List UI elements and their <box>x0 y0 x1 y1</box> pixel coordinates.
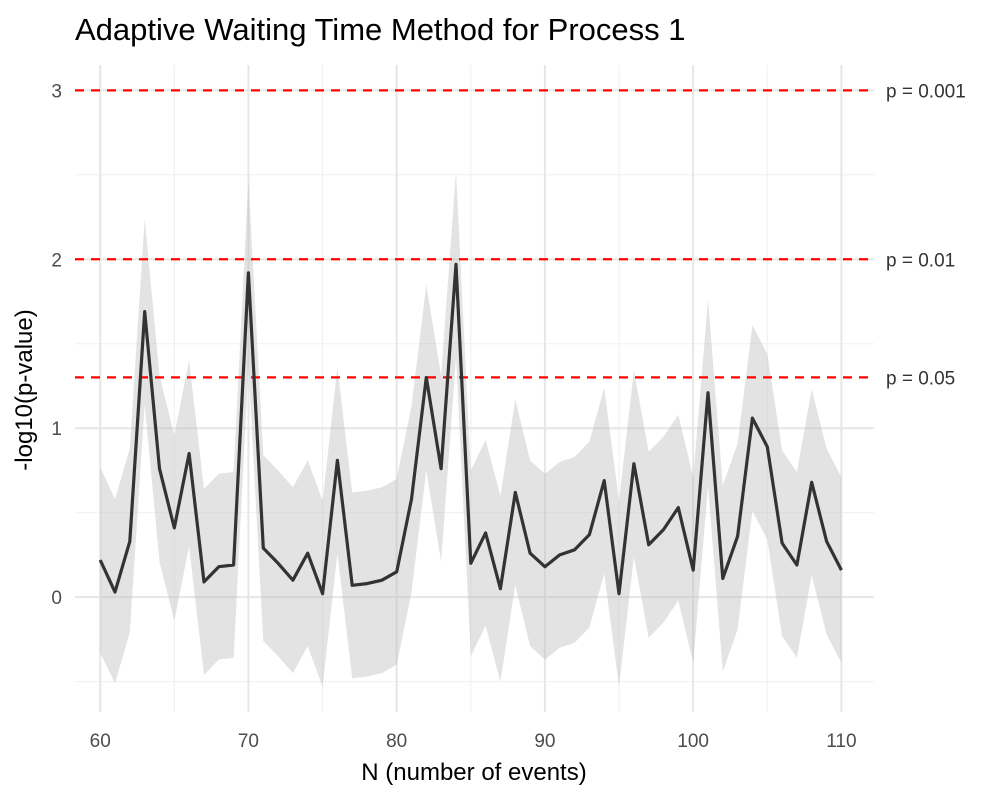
y-tick-labels: 0 1 2 3 <box>51 81 62 609</box>
grid-lines <box>75 65 874 712</box>
series-lines <box>98 262 843 596</box>
x-axis-title: N (number of events) <box>361 759 586 786</box>
x-tick-labels: 60 70 80 90 100 110 <box>90 731 857 752</box>
chart-title: Adaptive Waiting Time Method for Process… <box>75 12 686 47</box>
reference-line-label: p = 0.01 <box>886 250 955 271</box>
reference-line-label: p = 0.001 <box>886 81 966 102</box>
x-tick-label: 80 <box>386 731 407 752</box>
x-tick-label: 60 <box>90 731 111 752</box>
y-tick-label: 0 <box>51 588 62 609</box>
x-tick-label: 110 <box>826 731 856 752</box>
y-axis-title: -log10(p-value) <box>11 309 38 470</box>
y-tick-label: 1 <box>51 419 62 440</box>
y-tick-label: 2 <box>51 250 62 271</box>
series-line <box>98 262 843 596</box>
reference-line-label: p = 0.05 <box>886 368 955 389</box>
reference-lines: p = 0.001 p = 0.01 p = 0.05 <box>75 81 966 389</box>
confidence-band-area <box>100 171 842 687</box>
x-tick-label: 100 <box>677 731 709 752</box>
x-tick-label: 90 <box>534 731 555 752</box>
x-tick-label: 70 <box>238 731 259 752</box>
y-tick-label: 3 <box>51 81 62 102</box>
confidence-band <box>100 171 842 687</box>
